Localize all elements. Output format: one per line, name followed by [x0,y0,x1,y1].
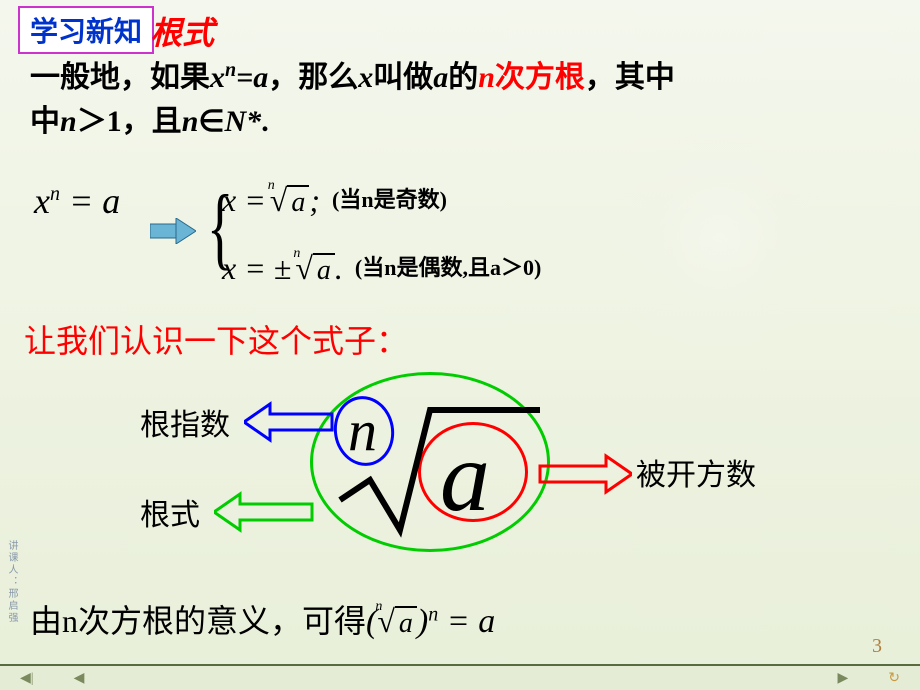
text: 叫做 [373,61,433,94]
root-index: n [293,246,300,262]
label-root-index: 根指数 [140,400,230,444]
nav-first-icon[interactable]: ◀| [20,670,34,687]
conclusion-line: 由n次方根的意义，可得( n √a )n = a [30,596,495,642]
radicand-a: a [440,421,490,532]
root-index: n [375,599,382,615]
var-a: a [102,181,120,221]
root-index-n: n [348,398,377,463]
section-title: 根式 [150,8,214,54]
var-x: x [34,181,50,221]
condition-note: (当n是奇数) [332,182,447,214]
intro-line: 让我们认识一下这个式子： [24,316,408,362]
page-number: 3 [872,635,882,658]
var-n: n [478,61,495,94]
nav-return-icon[interactable]: ↻ [888,670,900,687]
var-x: x [358,61,373,94]
tail: . [335,250,343,287]
radicand: a [395,606,417,639]
nth-root: n √a [295,250,335,287]
nth-root: n √a [270,182,310,219]
arrow-left-blue-icon [244,400,336,444]
lecturer-credit: 讲课人：邢启强 [4,540,19,624]
period: . [261,105,269,138]
lesson-badge: 学习新知 [18,6,154,54]
exp-n: n [50,183,60,205]
symbol-in: ∈ [198,105,224,138]
var-a: a [433,61,448,94]
root-index: n [268,178,275,194]
radicand: a [313,253,335,286]
equation-xn-eq-a: xn = a [34,180,120,222]
text: 中 [30,105,60,138]
nav-bar: ◀| ◀ ▶ ↻ [0,664,920,690]
close-paren: ) [417,603,428,640]
arrow-right-red-icon [536,452,632,496]
rhs: a [478,603,495,640]
exponent: n [428,603,438,625]
big-radical: n a [320,380,550,545]
nth-root: n √a [377,603,417,640]
lhs: x = ± [222,250,291,286]
eq-sign: = [60,181,102,221]
definition-paragraph: 一般地，如果xn=a，那么x叫做a的n次方根，其中 中n＞1，且n∈N*. [30,56,900,143]
var-x: x [210,61,225,94]
tail: ; [309,182,320,219]
text: ＞1，且 [77,105,182,138]
text: ，其中 [585,61,675,94]
var-n: n [60,105,77,138]
lhs: x = [222,182,266,218]
background-decoration [600,120,840,360]
implies-arrow-icon [150,218,196,249]
nav-next-icon[interactable]: ▶ [837,670,848,687]
text: ，那么 [268,61,358,94]
label-radicand: 被开方数 [636,450,756,494]
label-radical: 根式 [140,490,200,534]
text-root: 次方根 [495,61,585,94]
eq: = [438,603,478,640]
condition-note: (当n是偶数,且a＞0) [355,250,541,282]
text: 的 [448,61,478,94]
set-N: N* [225,105,262,138]
nav-prev-icon[interactable]: ◀ [74,670,85,687]
eq-a: =a [236,61,268,94]
arrow-left-green-icon [214,490,316,534]
radicand: a [287,185,309,218]
exp-n: n [225,59,236,81]
text: 由n次方根的意义，可得 [30,603,366,639]
case-odd: x = n √a ; (当n是奇数) [222,182,447,219]
var-n: n [182,105,199,138]
text: 一般地，如果 [30,61,210,94]
case-even: x = ± n √a . (当n是偶数,且a＞0) [222,250,541,287]
